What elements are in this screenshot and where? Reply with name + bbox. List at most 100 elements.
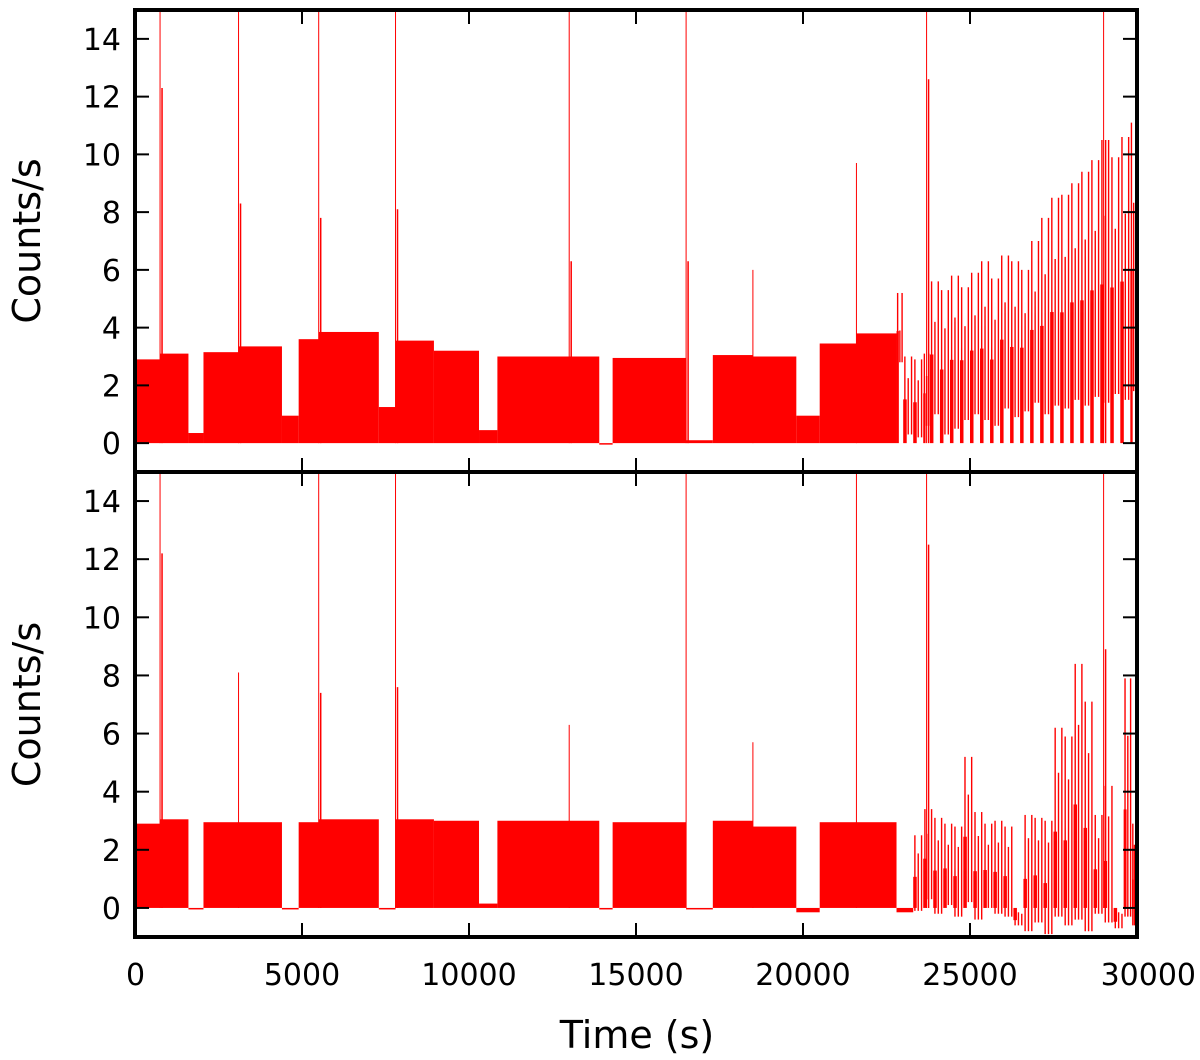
variable-rate-fill [1100,284,1104,444]
y-tick-label: 0 [102,427,121,462]
rate-bin [856,333,897,444]
rate-bin [856,822,897,908]
x-tick-label: 15000 [588,958,683,993]
rate-bin [796,415,820,444]
rate-bin [819,822,857,908]
variable-rate-fill [896,331,899,444]
rate-bin [281,415,299,444]
variable-rate-fill [953,876,957,908]
plot-area [135,10,1137,445]
variable-rate-fill [1023,878,1027,908]
x-tick-labels: 0 5000 10000 15000 20000 25000 30000 [126,958,1196,993]
variable-rate-fill [980,348,984,444]
y-tick-label: 2 [102,369,121,404]
variable-rate-fill [1050,312,1054,444]
rate-bin [497,356,600,444]
rate-bin [135,359,161,444]
rate-bin [796,907,820,913]
variable-rate-fill [913,402,917,444]
variable-rate-fill [1083,827,1088,908]
y-axis-label: Counts/s [5,158,49,323]
variable-rate-fill [973,871,977,908]
rate-bin [433,350,480,444]
rate-bin [160,353,189,444]
rate-bin [612,822,687,908]
rate-bin [819,343,857,444]
variable-rate-fill [943,868,947,908]
rate-bin [612,357,687,444]
rate-bin [395,340,434,444]
rate-bin [433,820,480,908]
variable-rate-fill [913,876,917,908]
x-tick-label: 20000 [755,958,850,993]
variable-rate-fill [1043,883,1047,908]
variable-rate-fill [1030,329,1034,444]
rate-bin [160,819,189,908]
y-tick-label: 10 [83,601,121,636]
y-tick-label: 10 [83,138,121,173]
rate-bin [752,826,797,908]
rate-bin [479,903,498,908]
rate-bin [395,819,434,908]
variable-rate-fill [1113,907,1118,922]
rate-bin [479,430,498,444]
x-tick-label: 0 [126,958,145,993]
rate-bin [318,331,379,444]
x-tick-label: 30000 [1101,958,1196,993]
y-tick-label: 12 [83,543,121,578]
variable-rate-fill [959,360,964,444]
rate-bin [318,819,379,908]
y-tick-label: 14 [83,23,121,58]
rate-bin [135,823,161,908]
variable-rate-fill [970,350,974,444]
rate-bin [203,352,239,444]
variable-rate-fill [933,870,937,908]
rate-bin [752,356,797,444]
variable-rate-fill [1060,312,1064,444]
variable-rate-fill [929,354,934,444]
x-tick-label: 25000 [922,958,1017,993]
bottom-panel: 0 2 4 6 8 10 12 14 Counts/s [5,470,1139,939]
rate-bin [712,355,753,444]
variable-rate-fill [939,369,944,444]
variable-rate-fill [1070,302,1074,444]
top-panel: 0 2 4 6 8 10 12 14 Counts/s [5,8,1139,474]
rate-bin [238,346,282,444]
variable-rate-fill [903,399,907,444]
rate-bin [686,440,713,444]
rate-bin [599,443,613,445]
rate-bin [298,822,319,908]
variable-rate-fill [1120,281,1124,444]
variable-rate-fill [983,870,987,908]
rate-bin [497,820,600,908]
variable-rate-fill [993,871,997,908]
y-tick-label: 6 [102,718,121,753]
variable-rate-fill [1033,875,1037,908]
x-tick-label: 10000 [421,958,516,993]
variable-rate-fill [990,359,994,444]
rate-bin [712,820,753,908]
variable-rate-fill [1103,861,1108,908]
y-tick-label: 4 [102,776,121,811]
rate-bin [281,907,299,910]
variable-rate-fill [1053,831,1058,908]
variable-rate-fill [1123,809,1127,908]
y-tick-label: 8 [102,659,121,694]
variable-rate-fill [1110,287,1114,444]
rate-bin [188,433,204,444]
variable-rate-fill [1013,907,1017,921]
variable-rate-fill [1080,300,1084,444]
variable-rate-fill [949,359,954,444]
variable-rate-fill [1000,339,1004,444]
rate-bin [686,907,713,910]
rate-bin [378,407,396,444]
variable-rate-fill [1093,869,1098,908]
rate-bin [203,822,239,908]
rate-bin [599,907,613,910]
y-tick-label: 12 [83,81,121,116]
variable-rate-fill [1010,346,1014,444]
y-tick-label: 4 [102,312,121,347]
rate-bin [298,339,319,444]
variable-rate-fill [1130,270,1133,444]
